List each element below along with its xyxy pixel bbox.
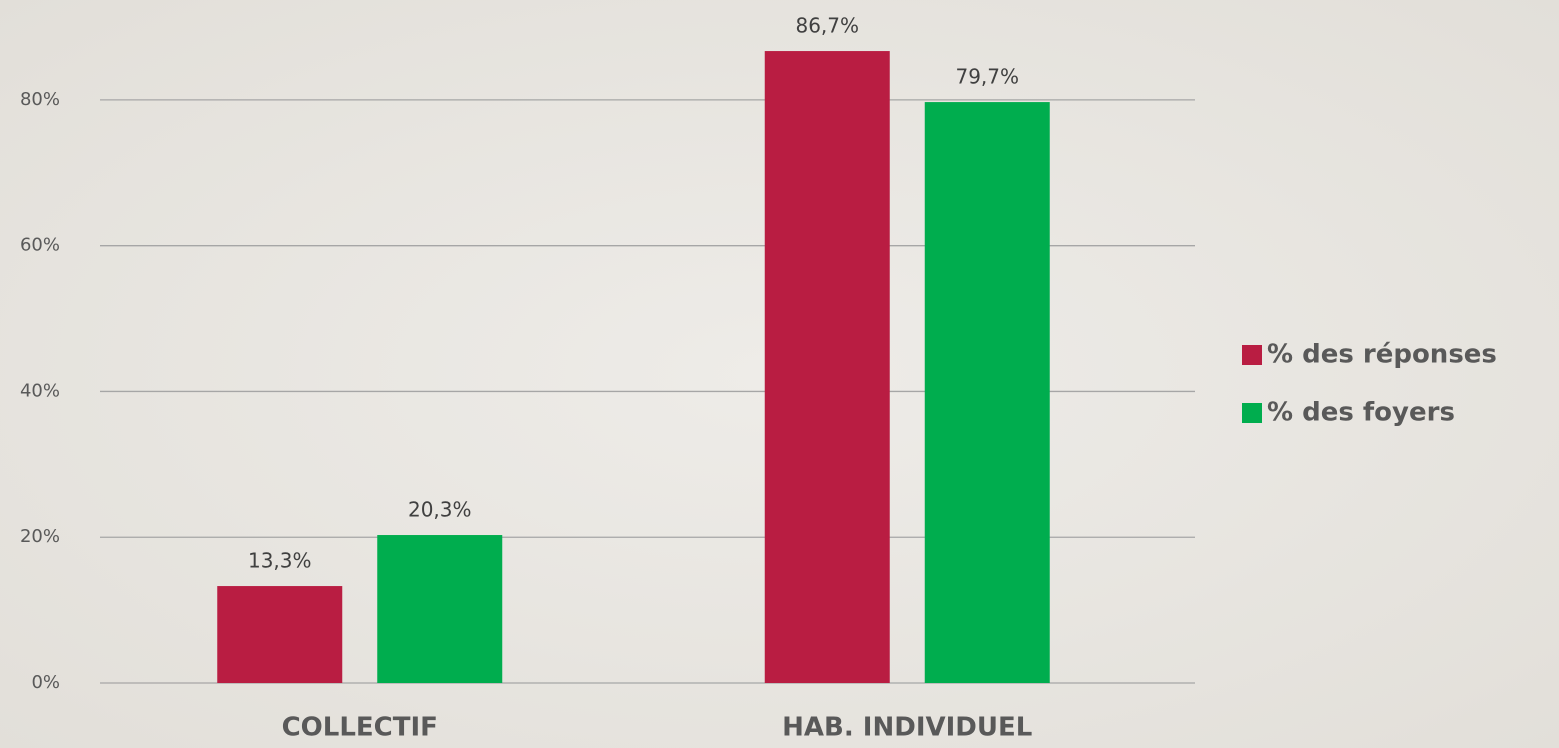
y-tick-label: 60%: [20, 235, 60, 256]
value-label: 86,7%: [795, 14, 859, 38]
value-label: 20,3%: [408, 498, 472, 522]
x-tick-label: COLLECTIF: [282, 713, 438, 743]
y-tick-label: 80%: [20, 89, 60, 110]
legend-swatch: [1242, 345, 1262, 365]
x-tick-label: HAB. INDIVIDUEL: [782, 713, 1032, 743]
value-label: 79,7%: [955, 65, 1019, 89]
value-label: 13,3%: [248, 549, 312, 573]
bar: [377, 535, 503, 683]
y-tick-label: 20%: [20, 526, 60, 547]
legend-label: % des réponses: [1267, 340, 1497, 370]
legend-swatch: [1242, 403, 1262, 423]
bar: [764, 51, 890, 683]
y-tick-label: 0%: [31, 672, 60, 693]
bar: [217, 586, 343, 683]
legend-label: % des foyers: [1267, 398, 1455, 428]
y-tick-label: 40%: [20, 380, 60, 401]
bar: [924, 102, 1050, 683]
